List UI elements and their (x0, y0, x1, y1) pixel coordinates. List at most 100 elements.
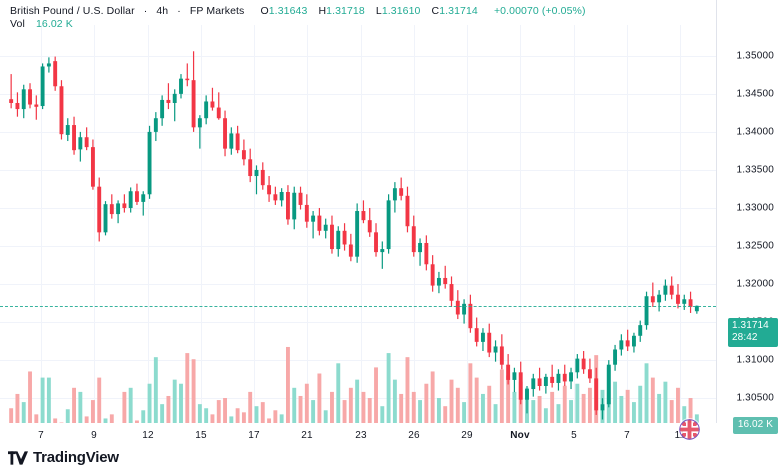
candle-body (531, 378, 536, 390)
volume-bar (323, 410, 328, 423)
gridline-vertical (467, 25, 468, 423)
candle-body (90, 147, 95, 187)
time-tick-label: 23 (355, 430, 367, 441)
interval-label[interactable]: 4h (156, 5, 169, 17)
candle-wick (218, 92, 220, 120)
volume-bar (46, 377, 51, 423)
candle-body (468, 303, 473, 329)
candle-body (292, 192, 297, 220)
price-tick-label: 1.32500 (736, 240, 774, 252)
candle-wick (381, 241, 383, 269)
gridline-vertical (94, 25, 95, 423)
volume-bar (28, 371, 32, 423)
legend-main-row: British Pound / U.S. Dollar · 4h · FP Ma… (10, 5, 586, 18)
time-tick-label: 7 (38, 430, 44, 441)
volume-bar (15, 393, 20, 423)
candle-body (72, 125, 76, 151)
candle-body (392, 188, 397, 201)
time-axis[interactable]: 7 9 12 15 17 21 23 26 29 Nov 5 7 11 (0, 423, 780, 448)
candle-body (380, 249, 385, 253)
volume-bar (185, 353, 190, 423)
volume-bar (556, 404, 561, 423)
candle-body (267, 185, 272, 195)
volume-bar (229, 416, 234, 423)
volume-bar (562, 385, 567, 423)
volume-bar (455, 387, 460, 423)
volume-bar (204, 408, 209, 423)
volume-bar (581, 393, 586, 423)
candle-body (317, 215, 322, 231)
candle-body (669, 285, 674, 295)
candle-body (46, 63, 51, 67)
candle-body (625, 340, 630, 347)
candle-body (638, 325, 643, 336)
time-tick-label: 9 (91, 430, 97, 441)
volume-bar (632, 402, 636, 423)
volume-bar (348, 387, 353, 423)
volume-bar (254, 406, 259, 423)
volume-bar (311, 400, 316, 423)
volume-bar (122, 391, 127, 423)
volume-bar (286, 346, 290, 423)
volume-bar (153, 357, 158, 423)
candle-body (279, 192, 284, 201)
candle-body (676, 294, 680, 304)
volume-bar (694, 414, 699, 423)
candle-body (172, 93, 177, 103)
price-axis[interactable]: 1.35000 1.34500 1.34000 1.33500 1.33000 1.325… (716, 25, 780, 435)
chart-plot-area[interactable] (0, 25, 716, 423)
volume-bar (279, 414, 284, 423)
candle-body (53, 61, 58, 87)
candle-body (374, 232, 378, 253)
exchange-label[interactable]: FP Markets (189, 5, 245, 17)
volume-bar (292, 387, 297, 423)
volume-bar (537, 395, 542, 423)
candle-body (537, 378, 542, 387)
gridline-horizontal (0, 55, 716, 57)
candle-body (556, 373, 561, 383)
candle-body (650, 296, 655, 303)
candle-wick (312, 211, 314, 239)
candle-body (204, 101, 209, 119)
tradingview-wordmark: TradingView (33, 449, 119, 466)
volume-bar (625, 389, 630, 423)
time-tick-label: 17 (248, 430, 260, 441)
candle-body (191, 80, 196, 128)
candle-wick (652, 282, 654, 307)
gridline-vertical (148, 25, 149, 423)
volume-bar (330, 391, 334, 423)
candle-body (59, 86, 64, 135)
candle-body (663, 285, 668, 295)
candle-body (411, 226, 416, 253)
price-tick-label: 1.30500 (736, 392, 774, 404)
volume-bar (241, 412, 246, 423)
volume-bar (179, 383, 183, 423)
candle-body (311, 215, 316, 222)
volume-bar (355, 379, 360, 423)
candle-body (525, 389, 529, 400)
tradingview-logo[interactable]: TradingView (8, 449, 119, 466)
price-tick-label: 1.33000 (736, 202, 774, 214)
candle-body (122, 203, 127, 208)
candle-body (688, 299, 693, 307)
volume-bar (147, 383, 152, 423)
candle-body (342, 230, 347, 245)
volume-bar (97, 377, 102, 423)
volume-label[interactable]: Vol (10, 18, 25, 30)
candle-body (493, 346, 498, 353)
gridline-vertical (201, 25, 202, 423)
candle-wick (199, 115, 201, 149)
volume-bar (197, 404, 202, 423)
symbol-title[interactable]: British Pound / U.S. Dollar (10, 5, 135, 17)
high-key: H (318, 5, 327, 17)
gridline-horizontal (0, 93, 716, 95)
time-tick-label: 12 (142, 430, 154, 441)
candle-body (367, 220, 372, 233)
candle-body (348, 244, 353, 257)
volume-bar (619, 395, 624, 423)
gridline-horizontal (0, 207, 716, 209)
volume-bar (191, 359, 196, 423)
volume-bar (449, 379, 454, 423)
gridline-vertical (41, 25, 42, 423)
